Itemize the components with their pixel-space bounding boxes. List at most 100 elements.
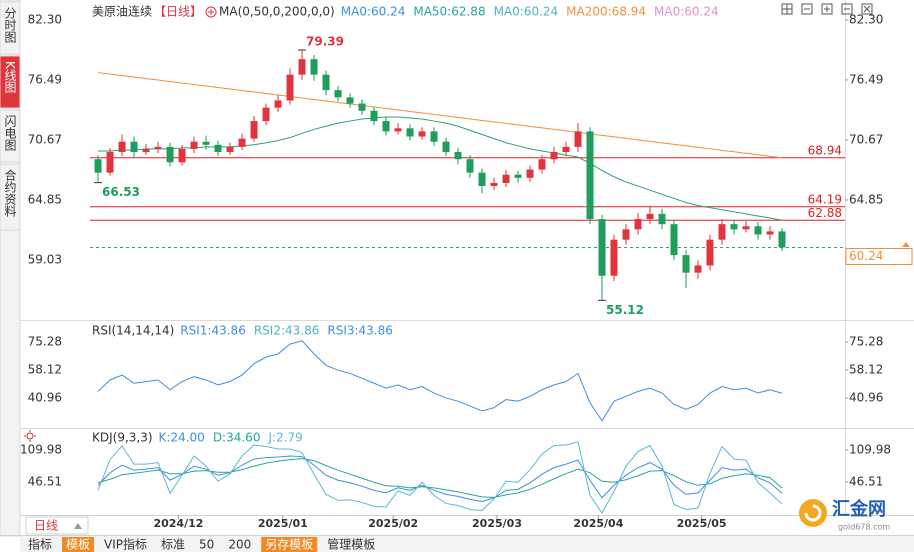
candle-body bbox=[178, 148, 186, 163]
candle-body bbox=[658, 213, 666, 225]
candle-body bbox=[370, 110, 378, 122]
legend-entry: D:34.60 bbox=[213, 431, 261, 445]
legend-entry: RSI3:43.86 bbox=[327, 324, 393, 338]
candle-body bbox=[298, 59, 306, 75]
indicator-line bbox=[97, 340, 783, 422]
indicator-line bbox=[97, 441, 783, 514]
icon[interactable] bbox=[841, 3, 853, 15]
footer-item-bg bbox=[261, 537, 318, 552]
y-tick-label: 82.30 bbox=[28, 13, 62, 27]
sidebar-tab-label[interactable]: 闪电图 bbox=[3, 115, 17, 151]
candle-body bbox=[598, 219, 606, 276]
settings-icon[interactable] bbox=[24, 430, 36, 442]
sidebar-tab[interactable] bbox=[0, 163, 21, 231]
y-tick-label: 46.51 bbox=[28, 475, 62, 489]
logo-site: gold678.com bbox=[838, 523, 890, 532]
icon[interactable] bbox=[861, 3, 873, 15]
y-tick-label: 82.30 bbox=[849, 13, 883, 27]
y-tick-label: 40.96 bbox=[849, 390, 883, 404]
candle-body bbox=[526, 169, 534, 178]
sidebar-tab-label[interactable]: K线图 bbox=[3, 61, 17, 93]
y-tick-label: 58.12 bbox=[28, 362, 62, 376]
candle-body bbox=[358, 103, 366, 111]
candle-body bbox=[262, 107, 270, 122]
legend-entry: K:24.00 bbox=[159, 431, 205, 445]
chart-title: 美原油连续 bbox=[92, 4, 152, 19]
footer-item[interactable]: 模板 bbox=[66, 538, 90, 552]
ma-label: MA200:68.94 bbox=[566, 5, 646, 19]
period-button[interactable] bbox=[25, 516, 89, 535]
footer-item[interactable]: 指标 bbox=[28, 537, 52, 552]
sidebar-tab-label[interactable]: 分时图 bbox=[3, 7, 17, 43]
candle-body bbox=[106, 152, 114, 173]
icon bbox=[863, 5, 871, 13]
candle-body bbox=[730, 224, 738, 230]
candle-body bbox=[754, 226, 762, 235]
x-tick-label: 2024/12 bbox=[153, 517, 203, 530]
last-price-label: 60.24 bbox=[849, 249, 883, 263]
last-price-box bbox=[845, 248, 913, 266]
y-tick-label: 58.12 bbox=[849, 362, 883, 376]
footer-item[interactable]: 管理模板 bbox=[327, 537, 375, 552]
icon[interactable] bbox=[801, 3, 813, 15]
candle-body bbox=[466, 159, 474, 173]
candle-body bbox=[238, 138, 246, 147]
extreme-label: 79.39 bbox=[306, 35, 344, 49]
candle-body bbox=[130, 141, 138, 153]
candle-body bbox=[274, 100, 282, 108]
y-tick-label: 64.85 bbox=[28, 192, 62, 206]
candle-body bbox=[418, 131, 426, 137]
legend-entry: RSI2:43.86 bbox=[254, 324, 320, 338]
candle-body bbox=[166, 146, 174, 163]
indicator-title: RSI(14,14,14) bbox=[92, 324, 174, 338]
candle-body bbox=[586, 131, 594, 220]
period-label: 【日线】 bbox=[154, 5, 202, 19]
period-button-label[interactable]: 日线 bbox=[34, 519, 58, 533]
y-tick-label: 59.03 bbox=[28, 252, 62, 266]
footer-item[interactable]: 另存模板 bbox=[265, 538, 313, 552]
footer-item[interactable]: 标准 bbox=[161, 538, 185, 552]
y-tick-label: 109.98 bbox=[849, 443, 891, 457]
candle-body bbox=[142, 148, 150, 153]
ma-label: MA0:60.24 bbox=[494, 5, 559, 19]
logo-mark bbox=[804, 504, 822, 522]
candle-body bbox=[478, 172, 486, 187]
y-tick-label: 46.51 bbox=[849, 475, 883, 489]
sidebar-tab-label[interactable]: 合约资料 bbox=[3, 168, 17, 217]
x-tick-label: 2025/05 bbox=[677, 517, 727, 530]
candle-body bbox=[154, 146, 162, 149]
footer-item[interactable]: VIP指标 bbox=[104, 537, 147, 552]
candle-body bbox=[682, 255, 690, 273]
sidebar-tab[interactable] bbox=[0, 1, 21, 55]
footer-item-bg bbox=[62, 537, 95, 552]
add-icon[interactable] bbox=[205, 6, 217, 18]
candle-body bbox=[490, 182, 498, 187]
footer-item[interactable]: 200 bbox=[228, 538, 251, 552]
candle-body bbox=[322, 74, 330, 91]
footer-item[interactable]: 50 bbox=[199, 538, 214, 552]
extreme-label: 55.12 bbox=[606, 303, 644, 317]
candle-body bbox=[574, 131, 582, 147]
price-line-label: 64.19 bbox=[808, 192, 842, 206]
indicator-line bbox=[97, 458, 783, 498]
footer-bar bbox=[20, 536, 914, 552]
indicator-title: KDJ(9,3,3) bbox=[92, 431, 153, 445]
candle-body bbox=[718, 224, 726, 240]
legend-entry: RSI1:43.86 bbox=[180, 324, 246, 338]
y-tick-label: 75.28 bbox=[849, 334, 883, 348]
candle-body bbox=[670, 224, 678, 256]
sidebar-tab[interactable] bbox=[0, 55, 21, 109]
candle-body bbox=[286, 74, 294, 101]
sidebar-tab[interactable] bbox=[0, 109, 21, 163]
icon[interactable] bbox=[26, 432, 34, 440]
legend-entry: J:2.79 bbox=[267, 431, 302, 445]
price-line-label: 62.88 bbox=[808, 206, 842, 220]
candle-body bbox=[502, 174, 510, 183]
candle-body bbox=[538, 159, 546, 170]
icon[interactable] bbox=[821, 3, 833, 15]
toolbar-icons[interactable] bbox=[781, 3, 873, 15]
candle-body bbox=[430, 131, 438, 142]
candle-body bbox=[118, 141, 126, 153]
